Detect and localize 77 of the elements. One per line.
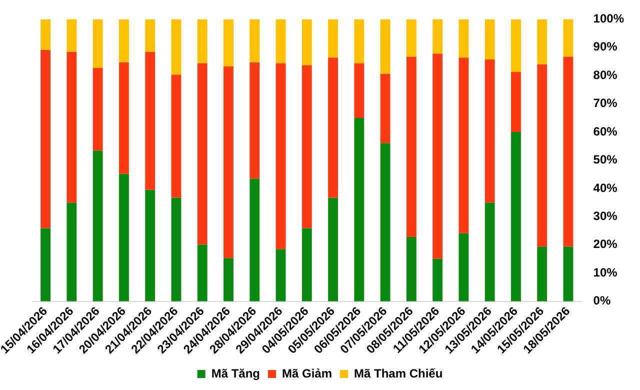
bar (171, 19, 182, 75)
legend-label: Mã Tham Chiếu (354, 366, 443, 380)
bar (511, 72, 521, 132)
bar (432, 54, 443, 259)
bar (328, 58, 338, 198)
bar (250, 178, 260, 302)
bar (40, 19, 51, 50)
bar (432, 19, 443, 54)
bar (276, 19, 286, 64)
bar (458, 19, 469, 58)
bar (66, 52, 77, 203)
bar (250, 19, 260, 62)
bar (224, 258, 234, 302)
bar (145, 190, 156, 302)
bar (563, 19, 574, 57)
bar (66, 19, 77, 52)
bar (328, 198, 338, 302)
bar (458, 233, 469, 302)
y-tick-label: 10% (593, 265, 618, 280)
bar (92, 68, 103, 151)
y-tick-label: 90% (593, 40, 618, 54)
bar (563, 56, 574, 247)
bar (406, 56, 416, 238)
bar (92, 19, 103, 68)
bar (484, 202, 495, 302)
bar (563, 246, 574, 302)
bar (537, 246, 548, 302)
bar (432, 258, 443, 302)
bar (171, 198, 182, 302)
bar (119, 62, 129, 174)
y-tick-label: 30% (593, 209, 618, 224)
bar (406, 237, 416, 302)
bar (511, 132, 521, 302)
bar (145, 52, 156, 190)
bar (119, 174, 129, 302)
bar (224, 66, 234, 258)
bar (197, 19, 208, 64)
y-tick-label: 50% (593, 152, 618, 167)
bar (537, 64, 548, 247)
bar (276, 63, 286, 250)
y-tick-label: 80% (593, 68, 618, 82)
bar (511, 19, 521, 72)
bar (145, 19, 156, 52)
bar (66, 202, 77, 302)
bar (484, 60, 495, 203)
bar (328, 19, 338, 58)
bar (302, 228, 312, 302)
bar (40, 50, 51, 228)
y-tick-label: 70% (593, 96, 618, 110)
bar (380, 19, 390, 74)
bar (197, 63, 208, 245)
bar (354, 19, 364, 64)
bar (406, 19, 416, 57)
legend-label: Mã Giảm (282, 366, 332, 380)
bar (380, 143, 390, 302)
bar (380, 74, 390, 144)
bar (302, 65, 312, 228)
y-tick-label: 100% (593, 12, 624, 26)
bar (197, 244, 208, 302)
bar (171, 74, 182, 198)
y-tick-label: 60% (593, 124, 618, 138)
bar (484, 19, 495, 60)
bar (92, 150, 103, 302)
bar (276, 249, 286, 302)
bar (224, 19, 234, 66)
bar (40, 228, 51, 302)
bar (250, 62, 260, 179)
bar (458, 58, 469, 234)
bar (354, 63, 364, 118)
bar (119, 19, 129, 62)
bar (302, 19, 312, 66)
bar (354, 118, 364, 302)
y-tick-label: 20% (593, 237, 618, 252)
y-tick-label: 40% (593, 180, 618, 195)
bar (537, 19, 548, 64)
legend-label: Mã Tăng (211, 366, 260, 380)
y-tick-label: 0% (593, 294, 611, 308)
